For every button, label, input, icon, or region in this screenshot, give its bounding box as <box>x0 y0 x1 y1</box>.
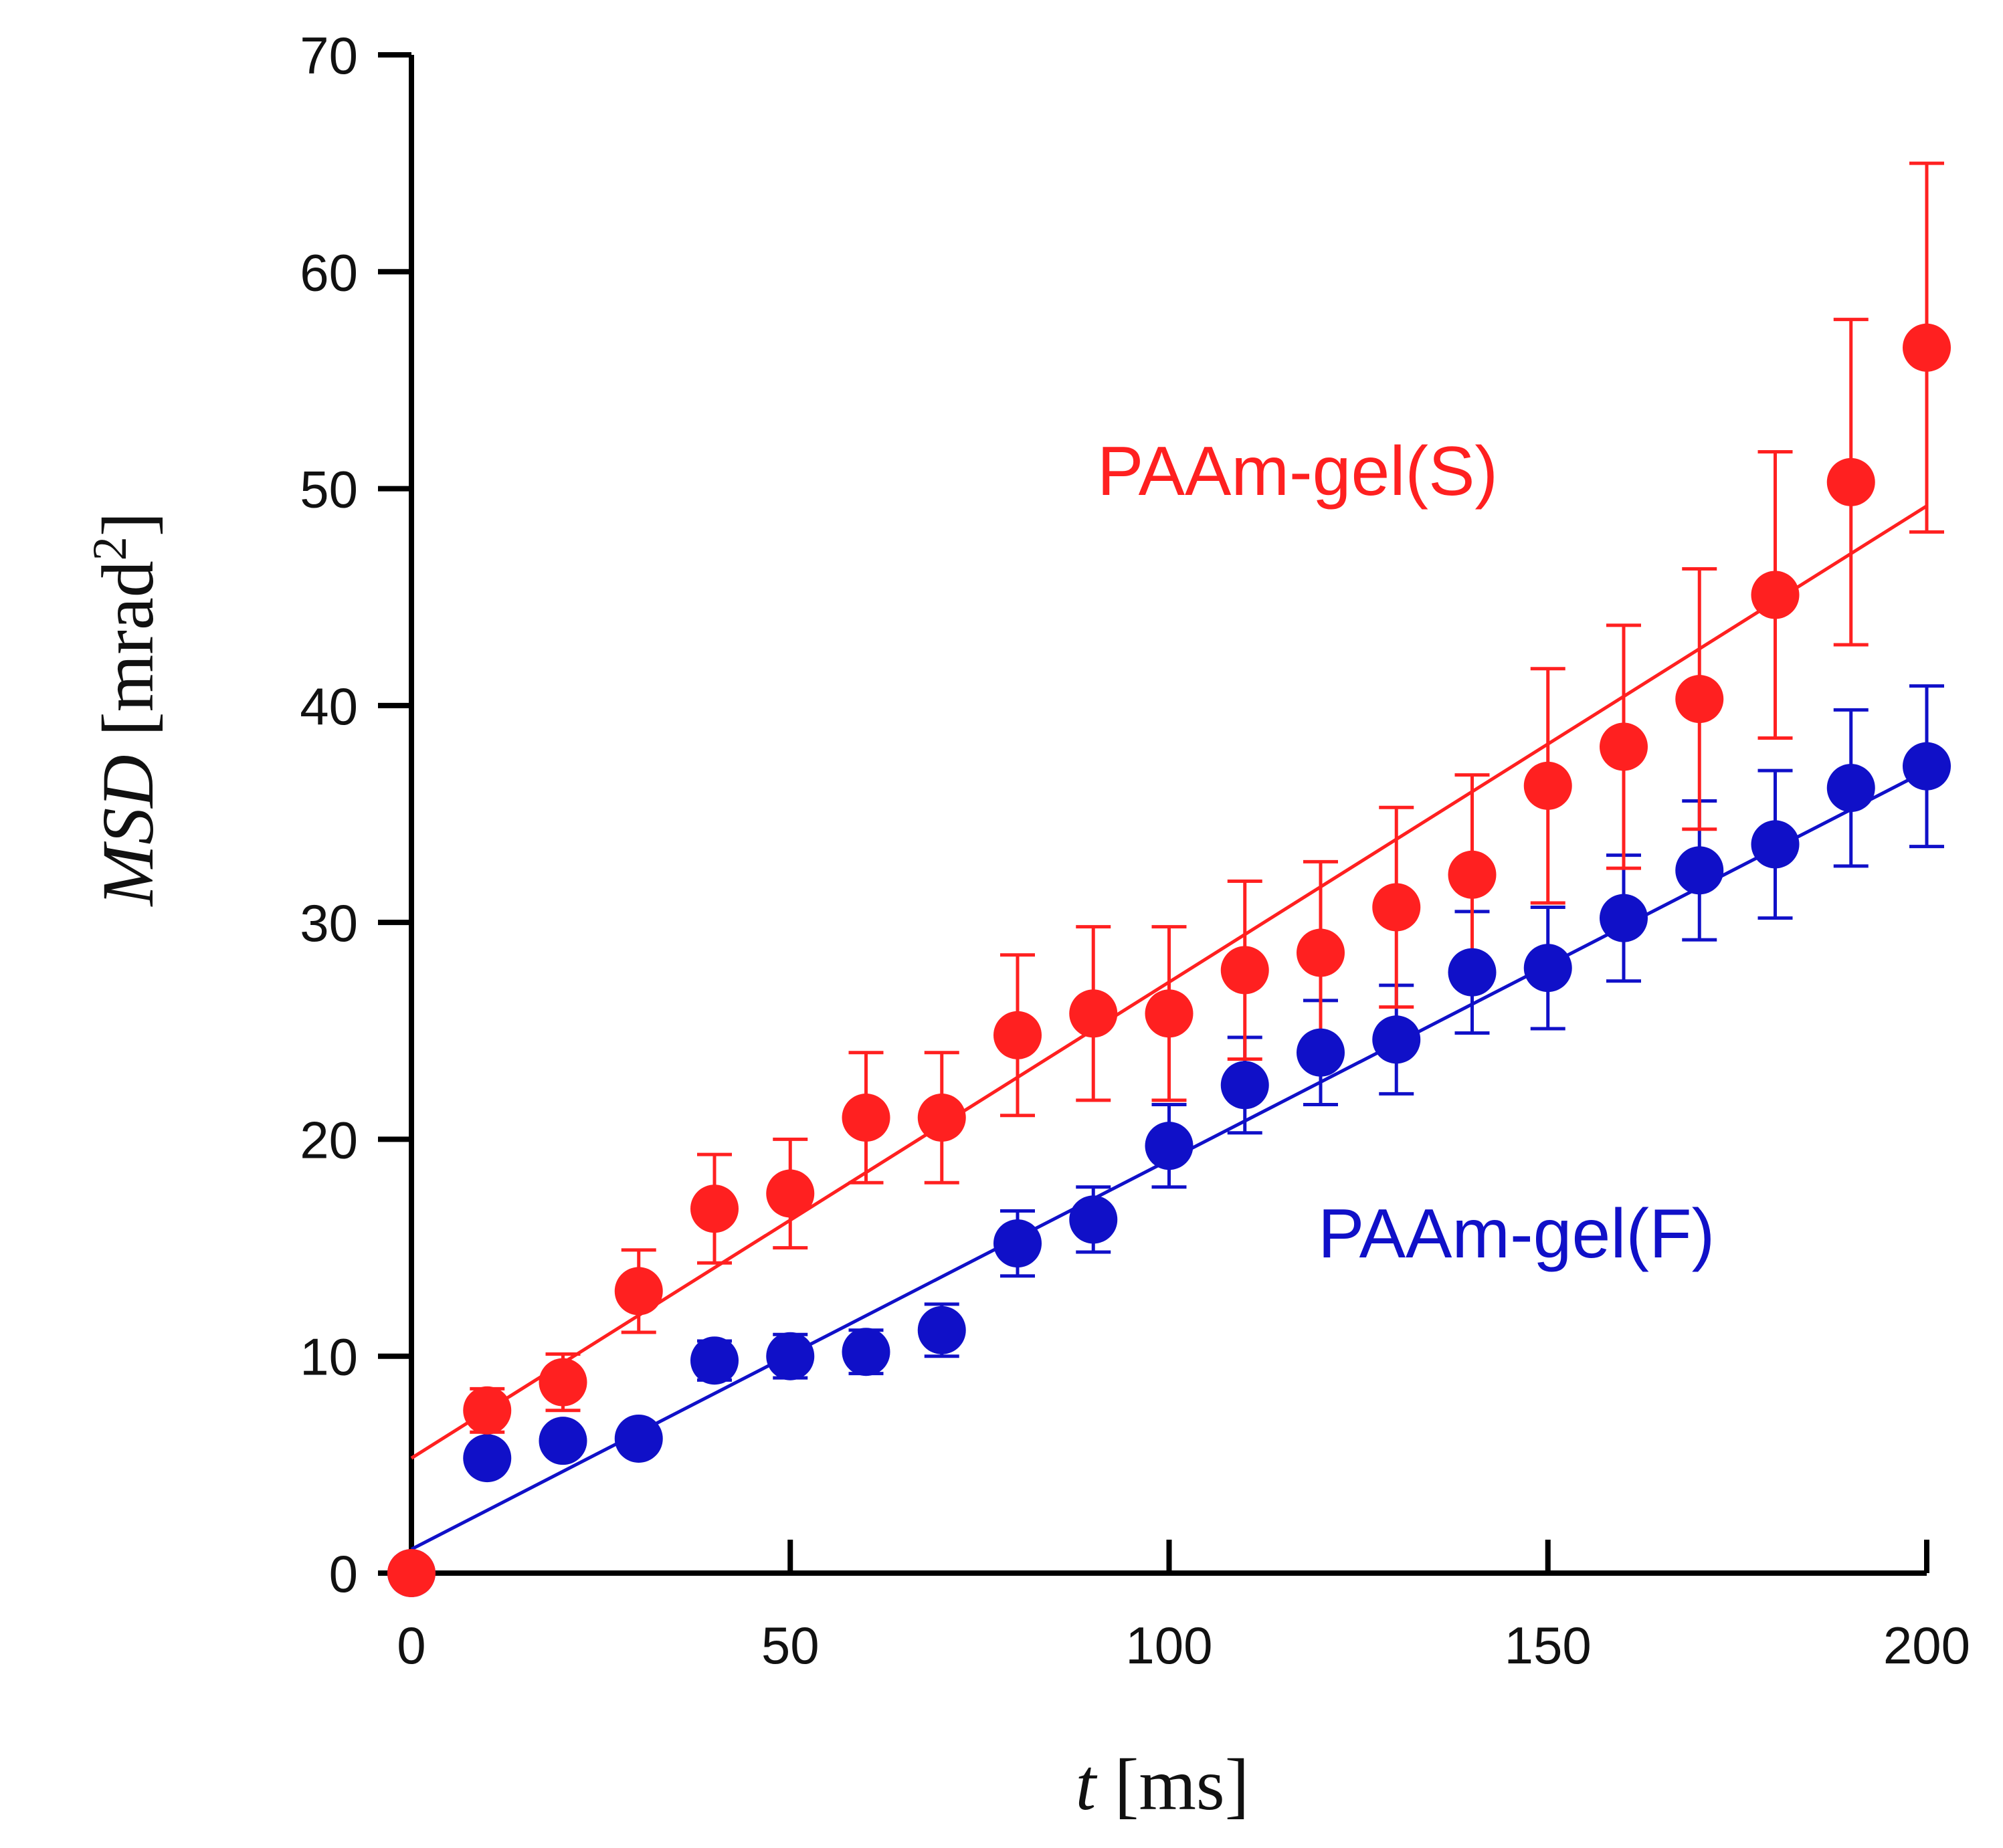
x-axis-title: t [ms] <box>1076 1744 1250 1825</box>
x-tick-label: 0 <box>397 1616 425 1675</box>
data-point-f <box>1220 1061 1269 1110</box>
data-point-f <box>690 1336 739 1385</box>
data-point-s <box>1069 989 1118 1038</box>
data-point-s <box>1220 946 1269 995</box>
data-points <box>387 323 1951 1597</box>
series-label-paam-gel-s: PAAm-gel(S) <box>1097 433 1498 510</box>
data-point-s <box>1523 761 1572 810</box>
y-axis-title: MSD [mrad2] <box>83 512 169 908</box>
data-point-s <box>917 1094 966 1142</box>
data-point-f <box>539 1417 587 1465</box>
data-point-f <box>614 1414 663 1463</box>
data-point-s <box>539 1358 587 1407</box>
data-point-f <box>1903 742 1951 791</box>
axes: 0 10 20 30 40 50 60 70 0 50 100 150 200 t [ms] MSD [mr… <box>83 26 1970 1825</box>
data-point-s <box>1675 675 1724 724</box>
data-point-f <box>1826 764 1875 813</box>
y-tick-label: 50 <box>300 460 358 519</box>
data-point-s <box>1751 571 1800 619</box>
y-tick-label: 70 <box>300 26 358 85</box>
data-point-f <box>1600 894 1648 942</box>
data-point-f <box>766 1332 815 1380</box>
data-point-s <box>842 1094 890 1142</box>
data-point-s <box>1448 850 1497 899</box>
labels: PAAm-gel(S) PAAm-gel(F) <box>1097 433 1715 1273</box>
series-label-paam-gel-f: PAAm-gel(F) <box>1318 1195 1715 1273</box>
data-point-s <box>1600 722 1648 771</box>
data-point-f <box>463 1434 512 1483</box>
y-tick-label: 20 <box>300 1110 358 1169</box>
data-point-f <box>1372 1015 1421 1064</box>
x-tick-label: 100 <box>1125 1616 1212 1675</box>
data-point-s <box>1372 883 1421 932</box>
data-point-f <box>1523 944 1572 993</box>
y-tick-label: 0 <box>329 1544 358 1603</box>
error-bars <box>470 161 1944 1471</box>
data-point-s <box>387 1549 436 1597</box>
x-tick-label: 200 <box>1883 1616 1970 1675</box>
data-point-s <box>1297 928 1345 977</box>
data-point-s <box>690 1185 739 1233</box>
x-tick-label: 150 <box>1505 1616 1592 1675</box>
data-point-f <box>993 1219 1042 1268</box>
y-tick-label: 10 <box>300 1328 358 1387</box>
data-point-f <box>1448 948 1497 997</box>
data-point-s <box>1903 323 1951 372</box>
data-point-f <box>1069 1195 1118 1244</box>
y-tick-label: 60 <box>300 243 358 302</box>
data-point-f <box>917 1306 966 1354</box>
data-point-s <box>463 1386 512 1435</box>
data-point-s <box>766 1169 815 1218</box>
y-tick-label: 40 <box>300 677 358 736</box>
data-point-f <box>1751 820 1800 869</box>
data-point-f <box>1145 1122 1194 1170</box>
data-point-s <box>1826 457 1875 506</box>
data-point-s <box>993 1011 1042 1059</box>
x-tick-label: 50 <box>761 1616 820 1675</box>
data-point-f <box>842 1328 890 1376</box>
data-point-s <box>1145 989 1194 1038</box>
data-point-f <box>1297 1028 1345 1077</box>
y-tick-label: 30 <box>300 894 358 952</box>
data-point-s <box>614 1267 663 1316</box>
data-point-f <box>1675 846 1724 895</box>
